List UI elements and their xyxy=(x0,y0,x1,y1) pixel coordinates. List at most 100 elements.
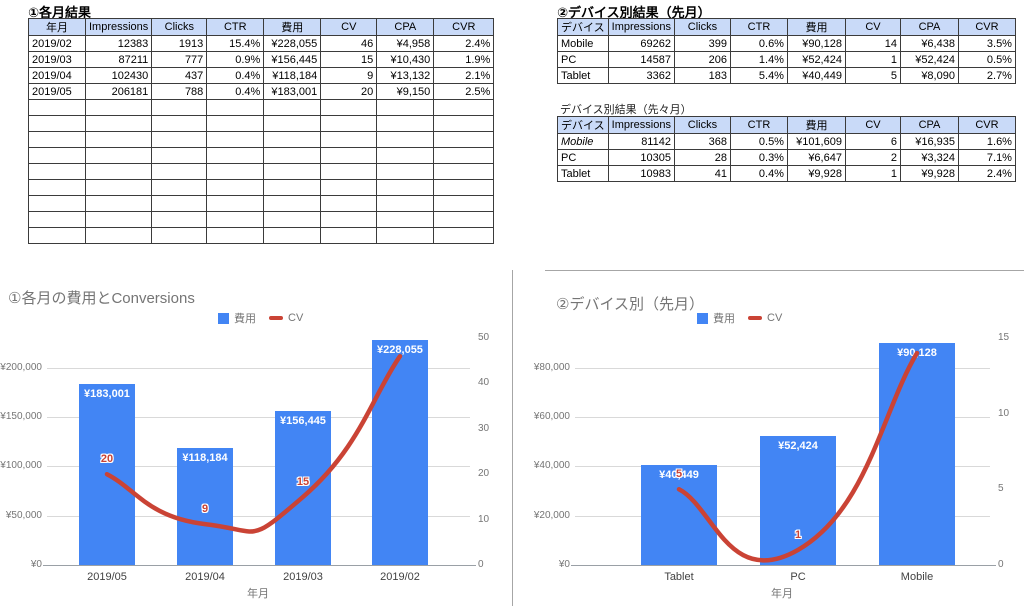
column-header: CVR xyxy=(957,18,1016,36)
table-cell: 15.4% xyxy=(206,35,265,52)
table-cell xyxy=(376,131,435,148)
y-axis-tick-label: ¥60,000 xyxy=(533,411,570,422)
table-cell xyxy=(320,115,378,132)
table-cell xyxy=(376,147,435,164)
table-cell: ¥16,935 xyxy=(899,133,959,150)
table-cell: 5.4% xyxy=(729,67,788,84)
table-cell xyxy=(320,227,378,244)
bar-value-label: ¥183,001 xyxy=(84,388,130,400)
table-cell: 6 xyxy=(844,133,901,150)
table-cell: 788 xyxy=(151,83,208,100)
column-header: CVR xyxy=(957,116,1016,134)
table-cell: 2019/03 xyxy=(28,51,86,68)
table-cell xyxy=(28,195,86,212)
table-cell xyxy=(263,99,322,116)
table-cell: 81142 xyxy=(607,133,675,150)
table-cell xyxy=(84,179,153,196)
column-header: デバイス xyxy=(557,116,609,134)
y-axis-tick-label: ¥40,000 xyxy=(533,460,570,471)
device-chart-x-axis-title: 年月 xyxy=(771,588,793,600)
bar-value-label: ¥156,445 xyxy=(280,415,326,427)
table-cell xyxy=(206,115,265,132)
table-cell: 2 xyxy=(844,149,901,166)
table-header-row: デバイス Impressions Clicks CTR 費用 CV CPA CVR xyxy=(557,116,1016,134)
right-axis-tick-label: 40 xyxy=(478,377,490,388)
table-cell xyxy=(433,211,495,228)
bar-value-label: ¥228,055 xyxy=(377,344,423,356)
table-cell: 102430 xyxy=(84,67,153,84)
monthly-chart-x-axis-title: 年月 xyxy=(247,588,269,600)
column-header: CTR xyxy=(729,18,788,36)
right-axis-tick-label: 10 xyxy=(998,408,1010,419)
empty-table-row xyxy=(28,179,495,196)
table-cell: 5 xyxy=(844,67,901,84)
table-cell: 7.1% xyxy=(957,149,1016,166)
table-cell xyxy=(433,131,495,148)
table-cell xyxy=(84,163,153,180)
table-cell: 10305 xyxy=(607,149,675,166)
column-header: CV xyxy=(844,18,901,36)
table-cell xyxy=(263,227,322,244)
table-cell xyxy=(433,195,495,212)
table-cell xyxy=(320,147,378,164)
right-axis-tick-label: 15 xyxy=(998,332,1010,343)
y-axis-tick-label: ¥50,000 xyxy=(5,510,42,521)
empty-table-row xyxy=(28,147,495,164)
table-cell xyxy=(320,99,378,116)
right-axis-tick-label: 50 xyxy=(478,332,490,343)
table-cell xyxy=(320,179,378,196)
table-cell xyxy=(84,147,153,164)
column-header: Impressions xyxy=(607,18,675,36)
empty-table-row xyxy=(28,115,495,132)
cv-point-label: 1 xyxy=(794,529,802,541)
empty-table-row xyxy=(28,131,495,148)
empty-table-row xyxy=(28,211,495,228)
table-cell xyxy=(376,227,435,244)
table-cell: 1.9% xyxy=(433,51,495,68)
bar xyxy=(760,436,836,565)
table-cell: ¥52,424 xyxy=(899,51,959,68)
table-row: 2019/02 12383 1913 15.4% ¥228,055 46 ¥4,958 2.4… xyxy=(28,35,495,52)
table-cell: 2019/04 xyxy=(28,67,86,84)
table-cell xyxy=(263,115,322,132)
monthly-table-title: ①各月結果 xyxy=(28,5,92,20)
empty-table-row xyxy=(28,163,495,180)
column-header: CV xyxy=(320,18,378,36)
table-cell: 2.7% xyxy=(957,67,1016,84)
table-cell: Mobile xyxy=(557,133,609,150)
column-header: CV xyxy=(844,116,901,134)
table-cell xyxy=(151,179,208,196)
table-cell: ¥9,928 xyxy=(899,165,959,182)
table-cell xyxy=(433,147,495,164)
table-cell: 14587 xyxy=(607,51,675,68)
table-cell xyxy=(84,211,153,228)
table-cell: 0.4% xyxy=(729,165,788,182)
cv-point-label: 20 xyxy=(100,453,114,465)
table-cell xyxy=(206,147,265,164)
bar-value-label: ¥52,424 xyxy=(778,440,818,452)
table-cell: Tablet xyxy=(557,67,609,84)
table-cell: ¥228,055 xyxy=(263,35,322,52)
y-axis-tick-label: ¥80,000 xyxy=(533,362,570,373)
table-cell: ¥101,609 xyxy=(786,133,846,150)
x-axis-category-label: PC xyxy=(790,571,806,583)
table-cell xyxy=(263,195,322,212)
right-axis-tick-label: 30 xyxy=(478,423,490,434)
table-cell xyxy=(151,211,208,228)
table-cell xyxy=(433,115,495,132)
chart-divider-vertical xyxy=(512,270,513,606)
table-cell: 2.1% xyxy=(433,67,495,84)
table-cell: ¥6,438 xyxy=(899,35,959,52)
table-cell: PC xyxy=(557,51,609,68)
table-cell: Tablet xyxy=(557,165,609,182)
cost-legend-label: 費用 xyxy=(234,313,256,325)
device-chart-title: ②デバイス別（先月） xyxy=(556,296,704,313)
x-axis-line xyxy=(571,565,996,566)
table-cell: 1 xyxy=(844,165,901,182)
table-cell: 69262 xyxy=(607,35,675,52)
table-cell xyxy=(263,131,322,148)
table-cell: ¥9,928 xyxy=(786,165,846,182)
table-cell: ¥52,424 xyxy=(786,51,846,68)
table-cell xyxy=(84,195,153,212)
